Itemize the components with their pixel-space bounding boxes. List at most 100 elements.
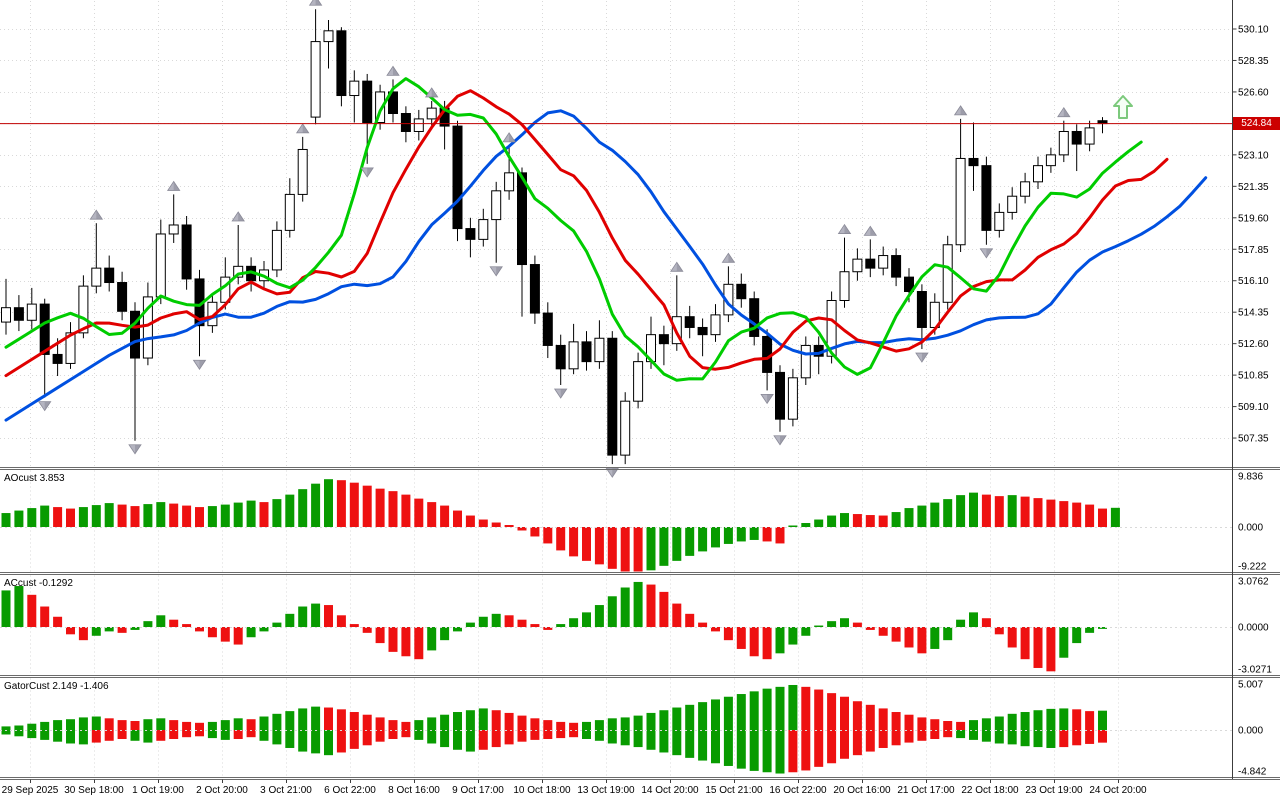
histogram-bar [633, 527, 643, 572]
histogram-bar [969, 730, 978, 740]
histogram-bar [233, 627, 243, 645]
svg-text:0.000: 0.000 [1238, 726, 1263, 737]
histogram-bar [852, 622, 862, 627]
candle [981, 165, 992, 231]
histogram-bar [117, 720, 127, 730]
histogram-bar [659, 710, 669, 730]
histogram-bar [762, 627, 772, 660]
histogram-bar [788, 684, 798, 730]
histogram-bar [723, 527, 733, 544]
histogram-bar [195, 627, 204, 632]
histogram-bar [414, 720, 424, 730]
svg-text:528.35: 528.35 [1238, 56, 1269, 67]
candle [1007, 195, 1018, 213]
svg-text:509.10: 509.10 [1238, 402, 1269, 413]
histogram-bar [53, 616, 63, 627]
histogram-bar [672, 730, 682, 756]
histogram-bar [453, 730, 462, 750]
candle [297, 148, 308, 195]
histogram-bar [40, 721, 50, 730]
histogram-bar [659, 730, 669, 753]
histogram-bar [865, 627, 875, 630]
histogram-bar [478, 708, 488, 730]
candle [517, 172, 527, 266]
histogram-bar [349, 482, 359, 527]
candle [388, 91, 398, 115]
histogram-bar [556, 730, 566, 739]
svg-text:0.0000: 0.0000 [1238, 623, 1269, 634]
histogram-bar [569, 722, 579, 730]
histogram-bar [1033, 710, 1043, 730]
histogram-bar [633, 730, 643, 748]
histogram-bar [801, 523, 811, 527]
histogram-bar [156, 615, 166, 627]
histogram-bar [569, 527, 579, 557]
histogram-bar [14, 725, 24, 730]
histogram-bar [1020, 730, 1030, 747]
histogram-bar [285, 711, 295, 730]
histogram-bar [607, 596, 617, 627]
histogram-bar [981, 718, 991, 730]
histogram-bar [362, 627, 372, 633]
svg-text:523.10: 523.10 [1238, 150, 1269, 161]
histogram-bar [195, 722, 204, 730]
candle [233, 265, 244, 278]
histogram-bar [852, 701, 862, 730]
svg-text:0.000: 0.000 [1238, 523, 1263, 534]
histogram-bar [130, 506, 140, 527]
svg-text:9 Oct 17:00: 9 Oct 17:00 [452, 785, 504, 796]
histogram-bar [272, 713, 282, 730]
candle [942, 244, 953, 303]
svg-text:15 Oct 21:00: 15 Oct 21:00 [705, 785, 763, 796]
histogram-bar [1033, 498, 1043, 527]
histogram-bar [956, 495, 966, 527]
svg-text:507.35: 507.35 [1238, 434, 1269, 445]
histogram-bar [878, 708, 888, 730]
histogram-bar [904, 714, 914, 730]
candle [555, 344, 566, 370]
histogram-bar [1059, 501, 1069, 527]
histogram-bar [956, 721, 966, 730]
histogram-bar [195, 730, 204, 737]
histogram-bar [607, 718, 617, 730]
time-axis: 29 Sep 2025 30 Sep 18:00 1 Oct 19:00 2 Oct … [2, 779, 1147, 796]
histogram-bar [388, 627, 398, 652]
histogram-bar [620, 587, 630, 627]
histogram-bar [336, 480, 346, 527]
gator-histogram [0, 684, 1233, 774]
candle [775, 371, 785, 420]
histogram-bar [14, 510, 24, 527]
candle [271, 229, 282, 271]
histogram-bar [943, 721, 953, 730]
histogram-bar [865, 730, 875, 752]
histogram-bar [53, 507, 63, 527]
histogram-bar [246, 730, 256, 738]
histogram-bar [711, 627, 720, 632]
histogram-bar [401, 627, 411, 657]
candle [878, 255, 889, 269]
histogram-bar [517, 619, 527, 627]
histogram-bar [1085, 730, 1095, 744]
histogram-bar [956, 730, 966, 739]
histogram-bar [453, 510, 462, 527]
histogram-bar [633, 581, 643, 627]
histogram-bar [427, 730, 437, 744]
candle [52, 353, 63, 364]
histogram-bar [491, 613, 501, 627]
histogram-bar [878, 627, 888, 636]
histogram-bar [594, 730, 604, 741]
histogram-bar [27, 594, 37, 627]
histogram-bar [453, 627, 462, 632]
histogram-bar [788, 730, 798, 773]
candle [426, 107, 437, 120]
candle [452, 125, 463, 230]
candle [839, 271, 850, 301]
histogram-bar [156, 718, 166, 730]
candle [658, 334, 669, 345]
histogram-bar [814, 689, 824, 730]
histogram-bar [324, 479, 333, 527]
histogram-bar [775, 627, 785, 654]
candle [104, 267, 115, 284]
histogram-bar [659, 527, 669, 566]
